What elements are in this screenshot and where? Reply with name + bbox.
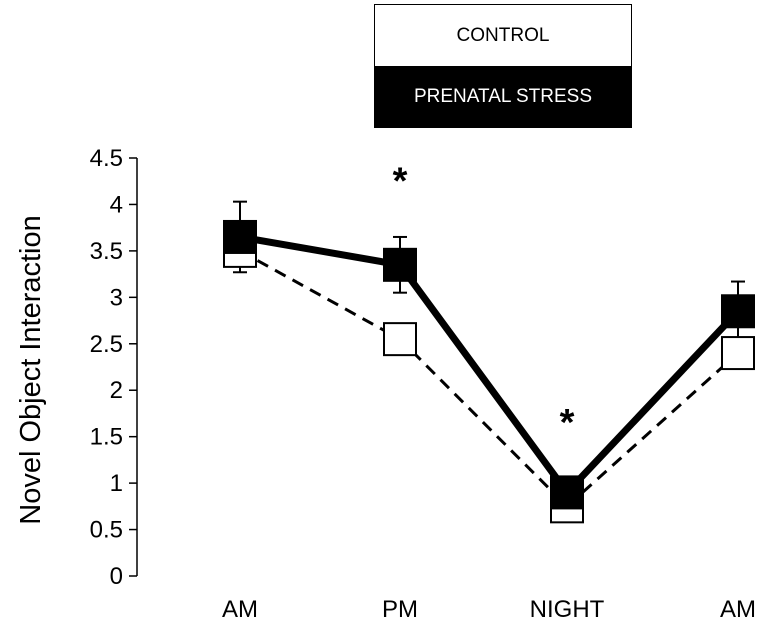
y-tick-label: 3.5 (90, 238, 123, 265)
marker-prenatal-stress (550, 475, 584, 510)
x-tick-label: PM (382, 596, 418, 621)
marker-control (383, 322, 417, 357)
x-tick-label: AM (720, 596, 756, 621)
y-axis-ticks: 0 0.5 1 1.5 2 2.5 3 3.5 4 4.5 (90, 145, 137, 590)
y-tick-label: 2.5 (90, 331, 123, 358)
marker-control (721, 336, 755, 371)
significance-annotations: ** (393, 160, 575, 444)
y-tick-label: 4 (110, 191, 123, 218)
legend: CONTROL PRENATAL STRESS (374, 4, 632, 128)
y-tick-label: 1.5 (90, 424, 123, 451)
y-tick-label: 2 (110, 377, 123, 404)
series-layer (223, 200, 755, 524)
legend-item-prenatal-stress: PRENATAL STRESS (375, 66, 631, 127)
y-tick-label: 0 (110, 563, 123, 590)
marker-prenatal-stress (721, 294, 755, 329)
x-tick-label: AM (222, 596, 258, 621)
y-axis-label: Novel Object Interaction (15, 215, 47, 524)
legend-label-prenatal-stress: PRENATAL STRESS (413, 85, 593, 107)
series-line-prenatal-stress (239, 233, 741, 498)
y-tick-label: 4.5 (90, 145, 123, 172)
x-axis-labels: AM PM NIGHT AM (222, 596, 756, 621)
y-tick-label: 0.5 (90, 517, 123, 544)
marker-prenatal-stress (223, 219, 257, 254)
significance-asterisk: * (393, 160, 408, 202)
legend-label-control: CONTROL (456, 24, 550, 46)
x-tick-label: NIGHT (530, 596, 605, 621)
legend-item-control: CONTROL (375, 5, 631, 66)
y-tick-label: 1 (110, 470, 123, 497)
y-tick-label: 3 (110, 284, 123, 311)
series-line-control (239, 249, 740, 509)
marker-prenatal-stress (383, 247, 417, 282)
significance-asterisk: * (560, 402, 575, 444)
